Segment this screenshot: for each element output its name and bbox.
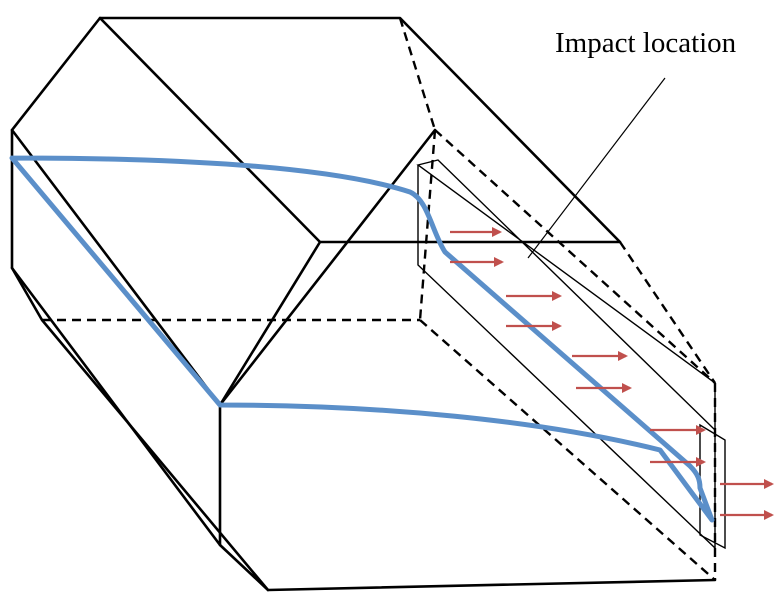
annotation-label: Impact location [555,27,737,59]
impact-plane-upper [416,159,716,432]
impact-planes [416,159,726,550]
edge-front-face [218,128,437,407]
impact-plane-strip [417,165,716,550]
impact-location-annotation: Impact location [527,27,737,259]
annotation-leader-line [527,77,666,259]
deformation-curve [9,155,715,523]
hidden-edge-top-back-diagonal [434,129,716,384]
hidden-edges [42,17,717,581]
hidden-edge-top-back-vertical [398,17,437,131]
force-arrows [450,227,774,520]
impact-plane-lower [699,423,726,550]
hidden-edge-front-right [619,241,716,384]
hidden-edge-bottom-diagonal [419,319,716,581]
visible-edges [10,16,717,592]
edge-bottom-front [266,578,717,592]
edge-top-face [98,16,622,244]
edge-lower-left-face [10,266,270,592]
edge-upper-left-face [10,16,322,407]
